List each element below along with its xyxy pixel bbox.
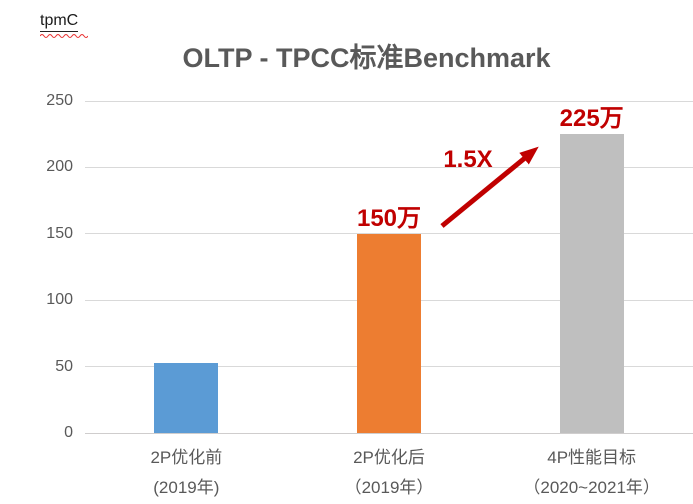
plot-area: 0 50 100 150 200 250 2P优化前 (2019年) 150万 2P优化后 （2…: [46, 92, 693, 497]
y-axis-tick-label: 100: [46, 291, 73, 309]
bar-value-label-4p-performance-target: 225万: [559, 105, 624, 133]
bar-2p-before-optimization: [154, 362, 219, 433]
y-axis-tick-label: 0: [64, 424, 73, 441]
gridline: [85, 432, 693, 434]
y-axis-tick-label: 150: [46, 224, 73, 242]
bar-4p-performance-target: [559, 134, 624, 433]
y-axis-unit-label: tpmC: [40, 12, 88, 38]
category-label-2p-after-optimization: 2P优化后 （2019年）: [344, 448, 434, 497]
y-axis-tick-label: 200: [46, 158, 73, 176]
bar-2p-after-optimization: [357, 233, 421, 433]
unit-text: tpmC: [40, 12, 79, 32]
gridline: [85, 233, 693, 235]
y-axis-tick-label: 50: [55, 357, 73, 375]
gridline: [85, 166, 693, 168]
category-label-4p-performance-target: 4P性能目标 （2020~2021年）: [523, 448, 660, 497]
y-axis-tick-label: 250: [46, 92, 73, 109]
category-label-2p-before-optimization: 2P优化前 (2019年): [150, 448, 223, 497]
multiplier-label: 1.5X: [443, 146, 493, 173]
chart-title: OLTP - TPCC标准Benchmark: [182, 43, 551, 73]
spellcheck-squiggle-icon: [40, 34, 88, 38]
gridline: [85, 100, 693, 102]
bar-value-label-2p-after-optimization: 150万: [356, 204, 422, 232]
